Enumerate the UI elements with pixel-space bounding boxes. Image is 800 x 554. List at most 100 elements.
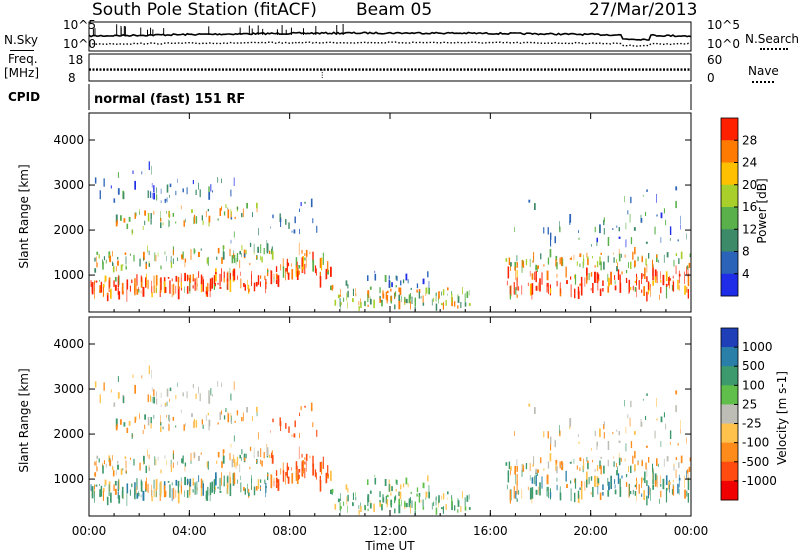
power-echo-cell	[302, 256, 305, 270]
power-echo-cell	[242, 208, 244, 218]
power-echo-cell	[352, 288, 354, 296]
power-echo-cell	[277, 279, 280, 287]
power-echo-cell	[207, 282, 209, 292]
velocity-echo-cell	[118, 478, 119, 492]
power-echo-cell	[347, 290, 349, 298]
power-echo-cell	[177, 280, 179, 290]
power-echo-cell	[273, 273, 275, 279]
velocity-echo-cell	[659, 498, 660, 504]
velocity-echo-cell	[559, 461, 561, 469]
velocity-echo-cell	[665, 475, 668, 485]
velocity-echo-cell	[106, 496, 109, 500]
velocity-echo-cell	[600, 456, 602, 459]
velocity-echo-cell	[625, 443, 627, 452]
velocity-echo-cell	[621, 475, 623, 479]
power-echo-cell	[314, 265, 317, 274]
power-echo-cell	[579, 283, 581, 286]
power-echo-cell	[269, 250, 271, 254]
power-echo-cell	[231, 255, 234, 264]
power-echo-cell	[535, 270, 537, 283]
power-echo-cell	[103, 178, 105, 187]
power-echo-cell	[340, 302, 341, 309]
power-echo-cell	[382, 290, 384, 296]
velocity-echo-cell	[541, 476, 543, 489]
power-echo-cell	[399, 287, 402, 296]
velocity-echo-cell	[169, 484, 171, 498]
power-echo-cell	[325, 268, 328, 280]
time-tick-label: 12:00	[373, 524, 408, 538]
power-echo-cell	[516, 277, 518, 291]
velocity-echo-cell	[580, 480, 583, 492]
velocity-echo-cell	[384, 479, 387, 486]
velocity-echo-cell	[613, 461, 615, 467]
velocity-echo-cell	[260, 479, 262, 483]
velocity-colorbar-swatch	[721, 480, 738, 501]
power-echo-cell	[537, 265, 539, 269]
velocity-echo-cell	[194, 486, 196, 489]
power-ytick-label: 1000	[53, 268, 84, 282]
velocity-echo-cell	[175, 425, 177, 428]
velocity-echo-cell	[162, 426, 164, 430]
velocity-echo-cell	[265, 483, 267, 493]
power-echo-cell	[253, 282, 256, 292]
power-echo-cell	[180, 205, 182, 210]
power-echo-cell	[233, 268, 236, 281]
power-echo-cell	[656, 193, 657, 203]
power-echo-cell	[509, 286, 511, 295]
power-echo-cell	[279, 213, 281, 220]
velocity-echo-cell	[264, 479, 266, 484]
velocity-echo-cell	[114, 488, 117, 495]
velocity-echo-cell	[457, 500, 460, 507]
velocity-echo-cell	[672, 485, 675, 496]
power-echo-cell	[665, 271, 668, 281]
power-echo-cell	[521, 266, 523, 273]
velocity-echo-cell	[374, 477, 377, 485]
power-echo-cell	[579, 253, 582, 258]
velocity-echo-cell	[94, 491, 95, 503]
power-echo-cell	[535, 264, 537, 270]
power-echo-cell	[162, 222, 164, 226]
power-echo-cell	[195, 189, 197, 195]
velocity-echo-cell	[115, 425, 118, 431]
power-echo-cell	[143, 257, 144, 261]
power-echo-cell	[316, 268, 317, 276]
velocity-echo-cell	[596, 441, 598, 447]
velocity-echo-cell	[527, 486, 529, 491]
power-echo-cell	[160, 188, 162, 194]
power-echo-cell	[541, 272, 543, 285]
nave-legend-line	[752, 81, 774, 83]
velocity-echo-cell	[516, 459, 518, 466]
power-echo-cell	[120, 264, 123, 271]
power-echo-cell	[325, 270, 327, 280]
velocity-echo-cell	[115, 418, 118, 427]
velocity-echo-cell	[566, 484, 568, 488]
power-echo-cell	[630, 261, 632, 269]
power-echo-cell	[231, 211, 232, 220]
velocity-echo-cell	[660, 416, 663, 423]
power-echo-cell	[236, 207, 239, 210]
power-echo-cell	[550, 232, 552, 240]
power-echo-cell	[369, 298, 372, 305]
velocity-echo-cell	[390, 492, 392, 496]
freq-right-tick-top: 60	[707, 53, 722, 67]
velocity-echo-cell	[340, 506, 341, 513]
power-echo-cell	[99, 285, 101, 294]
power-echo-cell	[225, 204, 227, 208]
power-echo-cell	[583, 258, 585, 266]
velocity-echo-cell	[287, 466, 290, 471]
velocity-echo-cell	[123, 396, 125, 404]
power-echo-cell	[379, 298, 381, 303]
velocity-echo-cell	[164, 402, 167, 406]
velocity-echo-cell	[225, 408, 227, 412]
power-echo-cell	[665, 219, 667, 226]
power-echo-cell	[207, 257, 209, 266]
velocity-echo-cell	[223, 481, 225, 487]
velocity-echo-cell	[608, 481, 610, 491]
velocity-echo-cell	[660, 441, 662, 447]
power-echo-cell	[133, 254, 135, 262]
velocity-echo-cell	[116, 423, 118, 428]
velocity-echo-cell	[260, 448, 262, 458]
velocity-echo-cell	[395, 489, 397, 492]
power-echo-cell	[549, 288, 552, 294]
velocity-echo-cell	[648, 457, 650, 463]
